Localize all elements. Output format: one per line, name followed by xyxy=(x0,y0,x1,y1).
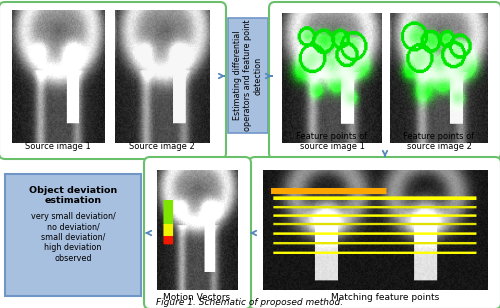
FancyBboxPatch shape xyxy=(144,157,251,308)
Bar xyxy=(5,174,141,296)
Text: Object deviation
estimation: Object deviation estimation xyxy=(29,186,117,205)
Text: very small deviation/
no deviation/
small deviation/
high deviation
observed: very small deviation/ no deviation/ smal… xyxy=(30,212,116,263)
FancyBboxPatch shape xyxy=(249,157,500,308)
FancyBboxPatch shape xyxy=(0,2,226,159)
Text: Feature points of
source image 1: Feature points of source image 1 xyxy=(296,132,368,151)
Bar xyxy=(228,18,268,133)
Text: Source image 2: Source image 2 xyxy=(129,142,195,151)
Text: Estimating differential
operators and feature point
detection: Estimating differential operators and fe… xyxy=(233,20,263,131)
Text: Motion Vectors: Motion Vectors xyxy=(164,293,230,302)
Text: Figure 1. Schematic of proposed method.: Figure 1. Schematic of proposed method. xyxy=(156,298,344,307)
Text: Feature points of
source image 2: Feature points of source image 2 xyxy=(404,132,474,151)
Text: Matching feature points: Matching feature points xyxy=(331,293,439,302)
Text: Source image 1: Source image 1 xyxy=(25,142,91,151)
FancyBboxPatch shape xyxy=(269,2,500,159)
